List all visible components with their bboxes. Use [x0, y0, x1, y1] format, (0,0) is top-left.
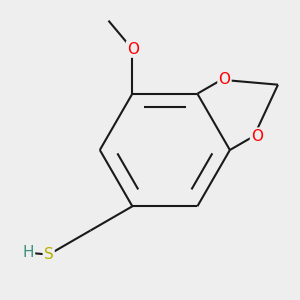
- Text: O: O: [251, 129, 263, 144]
- Text: H: H: [22, 245, 34, 260]
- Text: S: S: [44, 247, 54, 262]
- Text: O: O: [218, 72, 230, 87]
- Text: O: O: [127, 42, 139, 57]
